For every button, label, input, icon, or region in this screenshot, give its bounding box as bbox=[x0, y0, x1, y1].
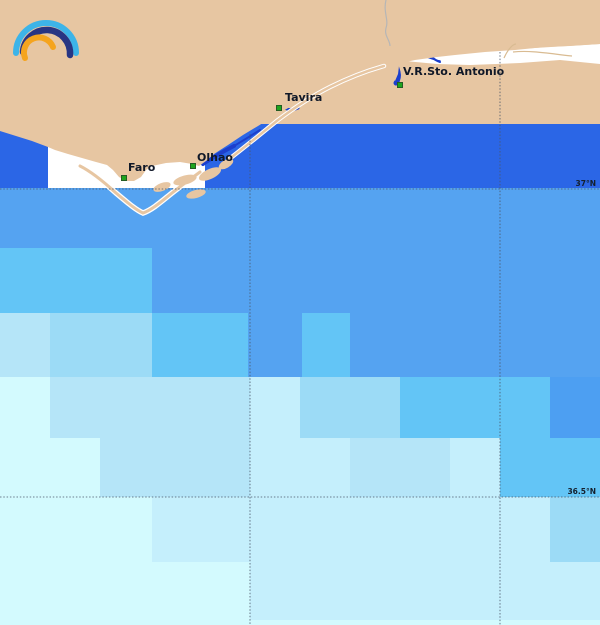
lagoon-island bbox=[198, 167, 222, 181]
olhao-channel-thin bbox=[233, 129, 261, 147]
forecast-cell bbox=[0, 562, 250, 625]
west-spit bbox=[78, 164, 202, 215]
lagoon-island bbox=[218, 158, 234, 170]
forecast-cell bbox=[0, 377, 50, 438]
forecast-cell bbox=[400, 377, 550, 438]
forecast-cell bbox=[0, 497, 152, 562]
lagoon-island bbox=[173, 174, 197, 186]
logo-outer-arc-icon bbox=[13, 20, 79, 56]
barrier-islands bbox=[77, 43, 573, 216]
latitude-label: 37°N bbox=[575, 179, 596, 188]
east-spit bbox=[226, 64, 386, 162]
cacela-spit-line bbox=[503, 43, 573, 59]
forecast-cell bbox=[350, 313, 600, 377]
graticule bbox=[0, 52, 600, 625]
place-label: V.R.Sto. Antonio bbox=[403, 65, 505, 78]
place-label: Tavira bbox=[285, 91, 323, 104]
forecast-cell bbox=[250, 377, 300, 438]
forecast-cell bbox=[450, 438, 500, 497]
forecast-cell bbox=[248, 313, 302, 377]
mainland-shape bbox=[0, 0, 600, 181]
forecast-cell bbox=[300, 497, 550, 562]
east-coast-nodata-strip bbox=[405, 44, 600, 65]
forecast-cell bbox=[0, 248, 152, 313]
rainbow-logo bbox=[13, 20, 79, 61]
forecast-cell bbox=[152, 313, 248, 377]
forecast-cell bbox=[250, 438, 350, 497]
place-label: Olhao bbox=[197, 151, 233, 164]
forecast-grid bbox=[0, 124, 600, 625]
coastal-spit-lagoon bbox=[504, 44, 570, 59]
place-marker bbox=[397, 82, 403, 88]
forecast-cell bbox=[0, 188, 600, 248]
place-marker bbox=[190, 163, 196, 169]
forecast-cell bbox=[0, 313, 50, 377]
place-label: Faro bbox=[128, 161, 156, 174]
forecast-cell bbox=[50, 313, 152, 377]
forecast-cell bbox=[0, 438, 100, 497]
forecast-cell bbox=[500, 438, 600, 497]
forecast-cell bbox=[550, 497, 600, 562]
place-marker bbox=[121, 175, 127, 181]
culatra-island bbox=[186, 189, 206, 199]
forecast-cell bbox=[0, 620, 600, 625]
olhao-channel bbox=[201, 144, 236, 166]
place-marker bbox=[276, 105, 282, 111]
forecast-cell bbox=[302, 313, 350, 377]
latitude-label: 36.5°N bbox=[567, 487, 596, 496]
river-line bbox=[384, 0, 391, 47]
lagoon-island bbox=[153, 182, 171, 192]
forecast-cell bbox=[152, 497, 300, 562]
forecast-cell bbox=[300, 377, 400, 438]
forecast-cell bbox=[152, 248, 600, 313]
logo-inner-arc-icon bbox=[20, 34, 56, 61]
forecast-cell bbox=[350, 438, 450, 497]
forecast-cell bbox=[250, 562, 600, 625]
forecast-cell bbox=[550, 377, 600, 438]
forecast-cell bbox=[100, 438, 250, 497]
forecast-cell bbox=[50, 377, 250, 438]
